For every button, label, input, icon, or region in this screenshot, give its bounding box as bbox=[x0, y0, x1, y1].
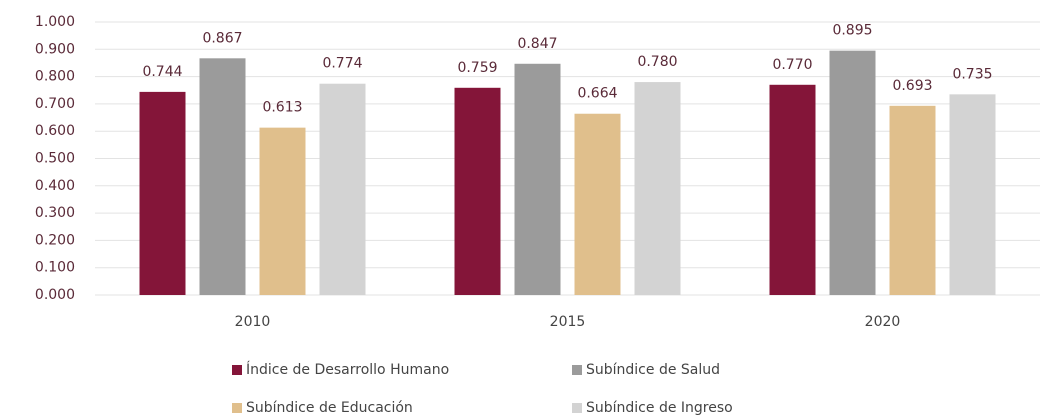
legend-swatch bbox=[572, 403, 582, 413]
y-tick-label: 1.000 bbox=[35, 14, 75, 30]
legend-label: Subíndice de Ingreso bbox=[586, 400, 733, 416]
data-label: 0.770 bbox=[772, 57, 812, 73]
data-label: 0.664 bbox=[577, 86, 617, 102]
data-label: 0.847 bbox=[517, 36, 557, 52]
y-tick-label: 0.600 bbox=[35, 123, 75, 139]
data-label: 0.895 bbox=[832, 23, 872, 39]
bar bbox=[574, 113, 621, 295]
y-tick-label: 0.000 bbox=[35, 287, 75, 303]
y-tick-label: 0.700 bbox=[35, 96, 75, 112]
data-label: 0.774 bbox=[322, 56, 362, 72]
bar bbox=[319, 83, 366, 295]
data-label: 0.735 bbox=[952, 66, 992, 82]
legend-label: Índice de Desarrollo Humano bbox=[246, 361, 449, 378]
x-tick-label: 2015 bbox=[550, 314, 586, 330]
y-tick-label: 0.300 bbox=[35, 205, 75, 221]
data-label: 0.759 bbox=[457, 60, 497, 76]
y-tick-label: 0.500 bbox=[35, 151, 75, 167]
bar bbox=[514, 63, 561, 296]
y-tick-label: 0.900 bbox=[35, 41, 75, 57]
data-label: 0.613 bbox=[262, 100, 302, 116]
bar bbox=[259, 127, 306, 295]
data-label: 0.780 bbox=[637, 54, 677, 70]
bar bbox=[829, 50, 876, 295]
data-label: 0.744 bbox=[142, 64, 182, 80]
legend-swatch bbox=[232, 403, 242, 413]
x-tick-label: 2020 bbox=[865, 314, 901, 330]
bar bbox=[454, 87, 501, 295]
data-label: 0.867 bbox=[202, 30, 242, 46]
x-tick-label: 2010 bbox=[235, 314, 271, 330]
y-tick-label: 0.800 bbox=[35, 69, 75, 85]
y-tick-label: 0.400 bbox=[35, 178, 75, 194]
legend-label: Subíndice de Salud bbox=[586, 362, 720, 378]
legend-swatch bbox=[572, 365, 582, 375]
bar bbox=[199, 58, 246, 296]
data-label: 0.693 bbox=[892, 78, 932, 94]
y-tick-label: 0.200 bbox=[35, 232, 75, 248]
bar bbox=[139, 91, 186, 295]
bar bbox=[949, 94, 996, 295]
bar bbox=[769, 84, 816, 295]
bar bbox=[889, 105, 936, 295]
legend-swatch bbox=[232, 365, 242, 375]
y-tick-label: 0.100 bbox=[35, 260, 75, 276]
bar bbox=[634, 82, 681, 295]
legend-label: Subíndice de Educación bbox=[246, 400, 413, 416]
